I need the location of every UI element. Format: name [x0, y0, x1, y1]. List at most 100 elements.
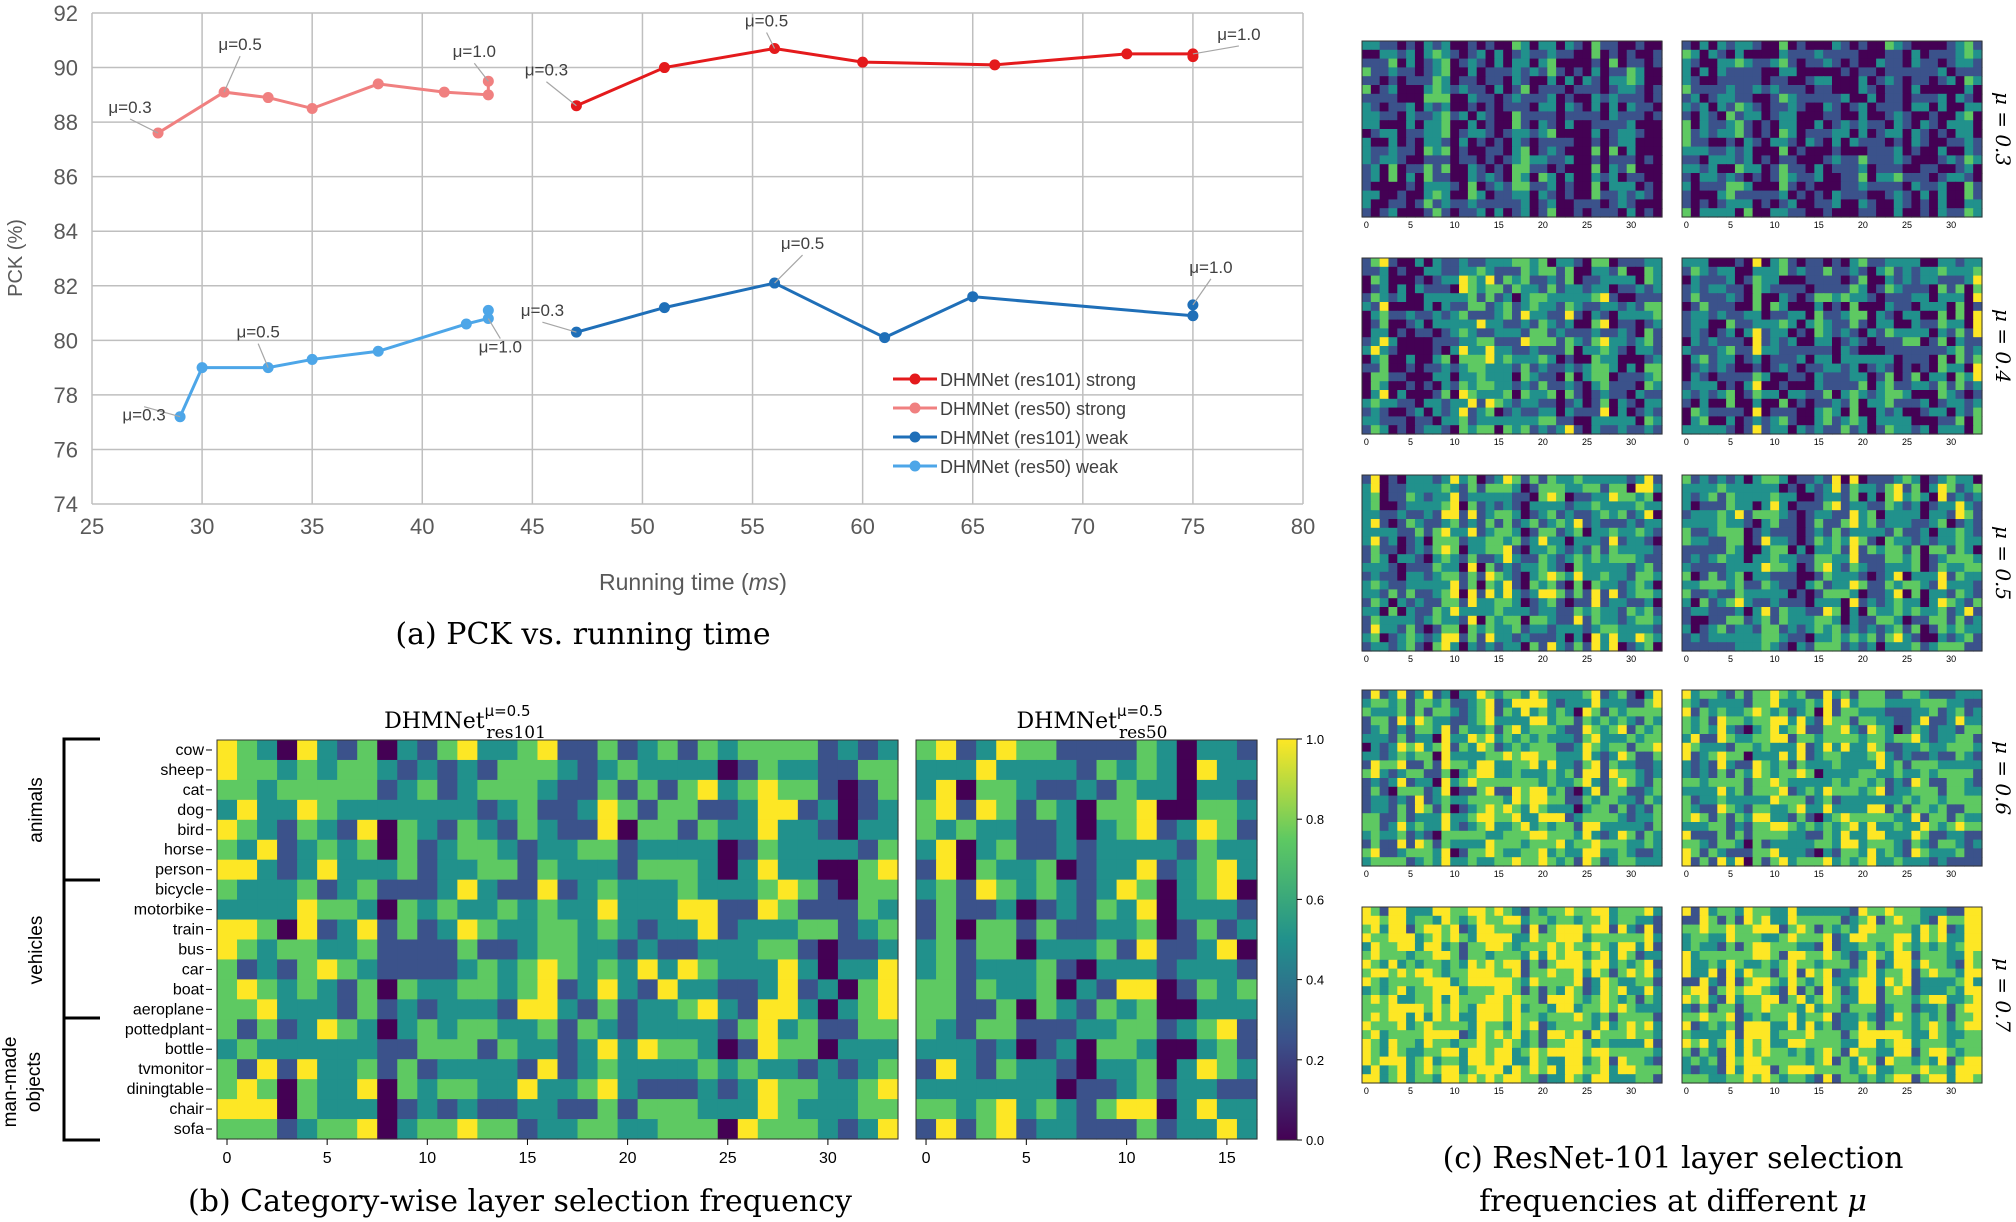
heat-cell: [1690, 67, 1701, 77]
heat-cell: [1823, 328, 1833, 338]
heat-cell: [1441, 302, 1451, 312]
heat-cell: [1876, 120, 1886, 130]
heat-cell: [1423, 501, 1434, 511]
heat-cell: [1617, 137, 1628, 148]
heat-cell: [1893, 346, 1904, 356]
heat-cell: [1653, 483, 1663, 494]
heat-cell: [1752, 293, 1763, 303]
heat-cell: [617, 819, 639, 841]
heat-cell: [1591, 58, 1601, 68]
heat-cell: [1929, 67, 1939, 77]
heat-cell: [1362, 607, 1372, 617]
heat-cell: [1787, 381, 1798, 391]
heat-cell: [1840, 129, 1851, 139]
heat-cell: [1682, 275, 1692, 285]
heat-cell: [1805, 284, 1815, 294]
heat-cell: [1529, 67, 1540, 77]
heat-cell: [697, 999, 719, 1020]
heat-cell: [1626, 633, 1637, 643]
heat-cell: [1920, 519, 1930, 529]
heat-cell: [1485, 181, 1495, 192]
heat-cell: [1787, 492, 1798, 502]
heat-cell: [1617, 302, 1628, 312]
heat-cell: [1946, 536, 1957, 546]
heat-cell: [1964, 190, 1974, 200]
heat-cell: [1379, 67, 1390, 77]
heat-cell: [1512, 580, 1522, 590]
heat-cell: [1388, 328, 1398, 338]
heat-cell: [1653, 199, 1663, 209]
heat-cell: [1547, 284, 1557, 294]
heat-cell: [1556, 624, 1566, 634]
heat-cell: [1858, 293, 1868, 303]
heat-cell: [1893, 372, 1904, 382]
heat-cell: [1964, 111, 1974, 121]
heat-cell: [1708, 519, 1718, 529]
heat-cell: [1849, 545, 1860, 555]
heat-cell: [1520, 642, 1531, 652]
heat-cell: [1840, 372, 1851, 382]
heat-cell: [537, 919, 559, 941]
heat-cell: [1547, 199, 1557, 209]
heat-cell: [1609, 633, 1619, 643]
heat-cell: [1414, 266, 1425, 277]
heat-cell: [936, 779, 957, 801]
heat-cell: [1573, 164, 1584, 174]
heat-cell: [1547, 173, 1557, 183]
heat-cell: [1635, 536, 1645, 546]
heat-cell: [1485, 633, 1495, 643]
heat-cell: [1946, 85, 1957, 95]
heat-cell: [1635, 519, 1645, 529]
heat-cell: [1626, 580, 1637, 590]
heat-cell: [1370, 501, 1381, 511]
heat-cell: [1136, 740, 1158, 761]
heat-cell: [1717, 199, 1727, 209]
heat-cell: [1964, 354, 1974, 365]
heat-cell: [1397, 181, 1407, 192]
heat-cell: [1893, 527, 1904, 538]
heat-cell: [1423, 58, 1434, 68]
heat-cell: [1717, 390, 1727, 400]
heat-cell: [1893, 266, 1904, 277]
heat-cell: [1388, 129, 1398, 139]
heat-cell: [557, 819, 579, 841]
heat-cell: [1823, 510, 1833, 520]
heat-cell: [477, 879, 499, 901]
heat-cell: [916, 1039, 937, 1060]
heat-cell: [1752, 319, 1763, 329]
heat-cell: [1503, 615, 1513, 626]
heat-cell: [1441, 49, 1451, 60]
heat-cell: [1494, 501, 1504, 511]
heat-cell: [1441, 155, 1451, 165]
heat-cell: [1787, 293, 1798, 303]
heat-cell: [1752, 475, 1763, 485]
heat-cell: [1626, 266, 1637, 277]
heat-cell: [817, 1039, 839, 1060]
heat-cell: [1752, 58, 1763, 68]
heat-cell: [1752, 425, 1763, 435]
heat-cell: [637, 999, 659, 1020]
heat-cell: [1717, 41, 1727, 51]
heat-cell: [1653, 93, 1663, 104]
heat-cell: [1503, 527, 1513, 538]
heat-cell: [956, 1099, 977, 1120]
heat-cell: [1805, 275, 1815, 285]
heat-cell: [976, 879, 997, 901]
heat-cell: [1056, 1039, 1078, 1060]
heat-cell: [1626, 475, 1637, 485]
heat-cell: [1538, 49, 1548, 60]
heat-cell: [1832, 398, 1842, 409]
heat-cell: [1388, 208, 1398, 218]
heat-cell: [1573, 67, 1584, 77]
heat-cell: [1529, 580, 1540, 590]
heat-cell: [377, 899, 398, 921]
heatmap-frame: [915, 739, 1258, 1140]
heat-cell: [1761, 76, 1771, 86]
heat-cell: [1858, 381, 1868, 391]
heat-cell: [1884, 519, 1895, 529]
heat-cell: [1796, 266, 1807, 277]
heat-cell: [1734, 407, 1745, 417]
heat-cell: [1937, 527, 1948, 538]
heat-cell: [717, 899, 739, 921]
heat-cell: [996, 859, 1017, 881]
